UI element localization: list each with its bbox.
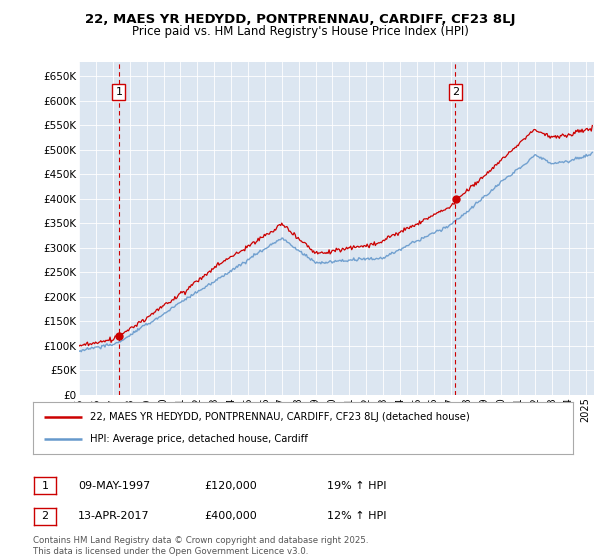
Text: £120,000: £120,000 [204, 480, 257, 491]
Text: 13-APR-2017: 13-APR-2017 [78, 511, 149, 521]
Text: Price paid vs. HM Land Registry's House Price Index (HPI): Price paid vs. HM Land Registry's House … [131, 25, 469, 38]
Text: 19% ↑ HPI: 19% ↑ HPI [327, 480, 386, 491]
Text: 2: 2 [41, 511, 49, 521]
Text: 2: 2 [452, 87, 459, 97]
Text: 1: 1 [41, 480, 49, 491]
Text: HPI: Average price, detached house, Cardiff: HPI: Average price, detached house, Card… [90, 434, 308, 444]
Text: Contains HM Land Registry data © Crown copyright and database right 2025.
This d: Contains HM Land Registry data © Crown c… [33, 536, 368, 556]
Text: 12% ↑ HPI: 12% ↑ HPI [327, 511, 386, 521]
Text: 22, MAES YR HEDYDD, PONTPRENNAU, CARDIFF, CF23 8LJ (detached house): 22, MAES YR HEDYDD, PONTPRENNAU, CARDIFF… [90, 412, 469, 422]
Text: £400,000: £400,000 [204, 511, 257, 521]
Text: 09-MAY-1997: 09-MAY-1997 [78, 480, 150, 491]
Text: 1: 1 [115, 87, 122, 97]
Text: 22, MAES YR HEDYDD, PONTPRENNAU, CARDIFF, CF23 8LJ: 22, MAES YR HEDYDD, PONTPRENNAU, CARDIFF… [85, 13, 515, 26]
